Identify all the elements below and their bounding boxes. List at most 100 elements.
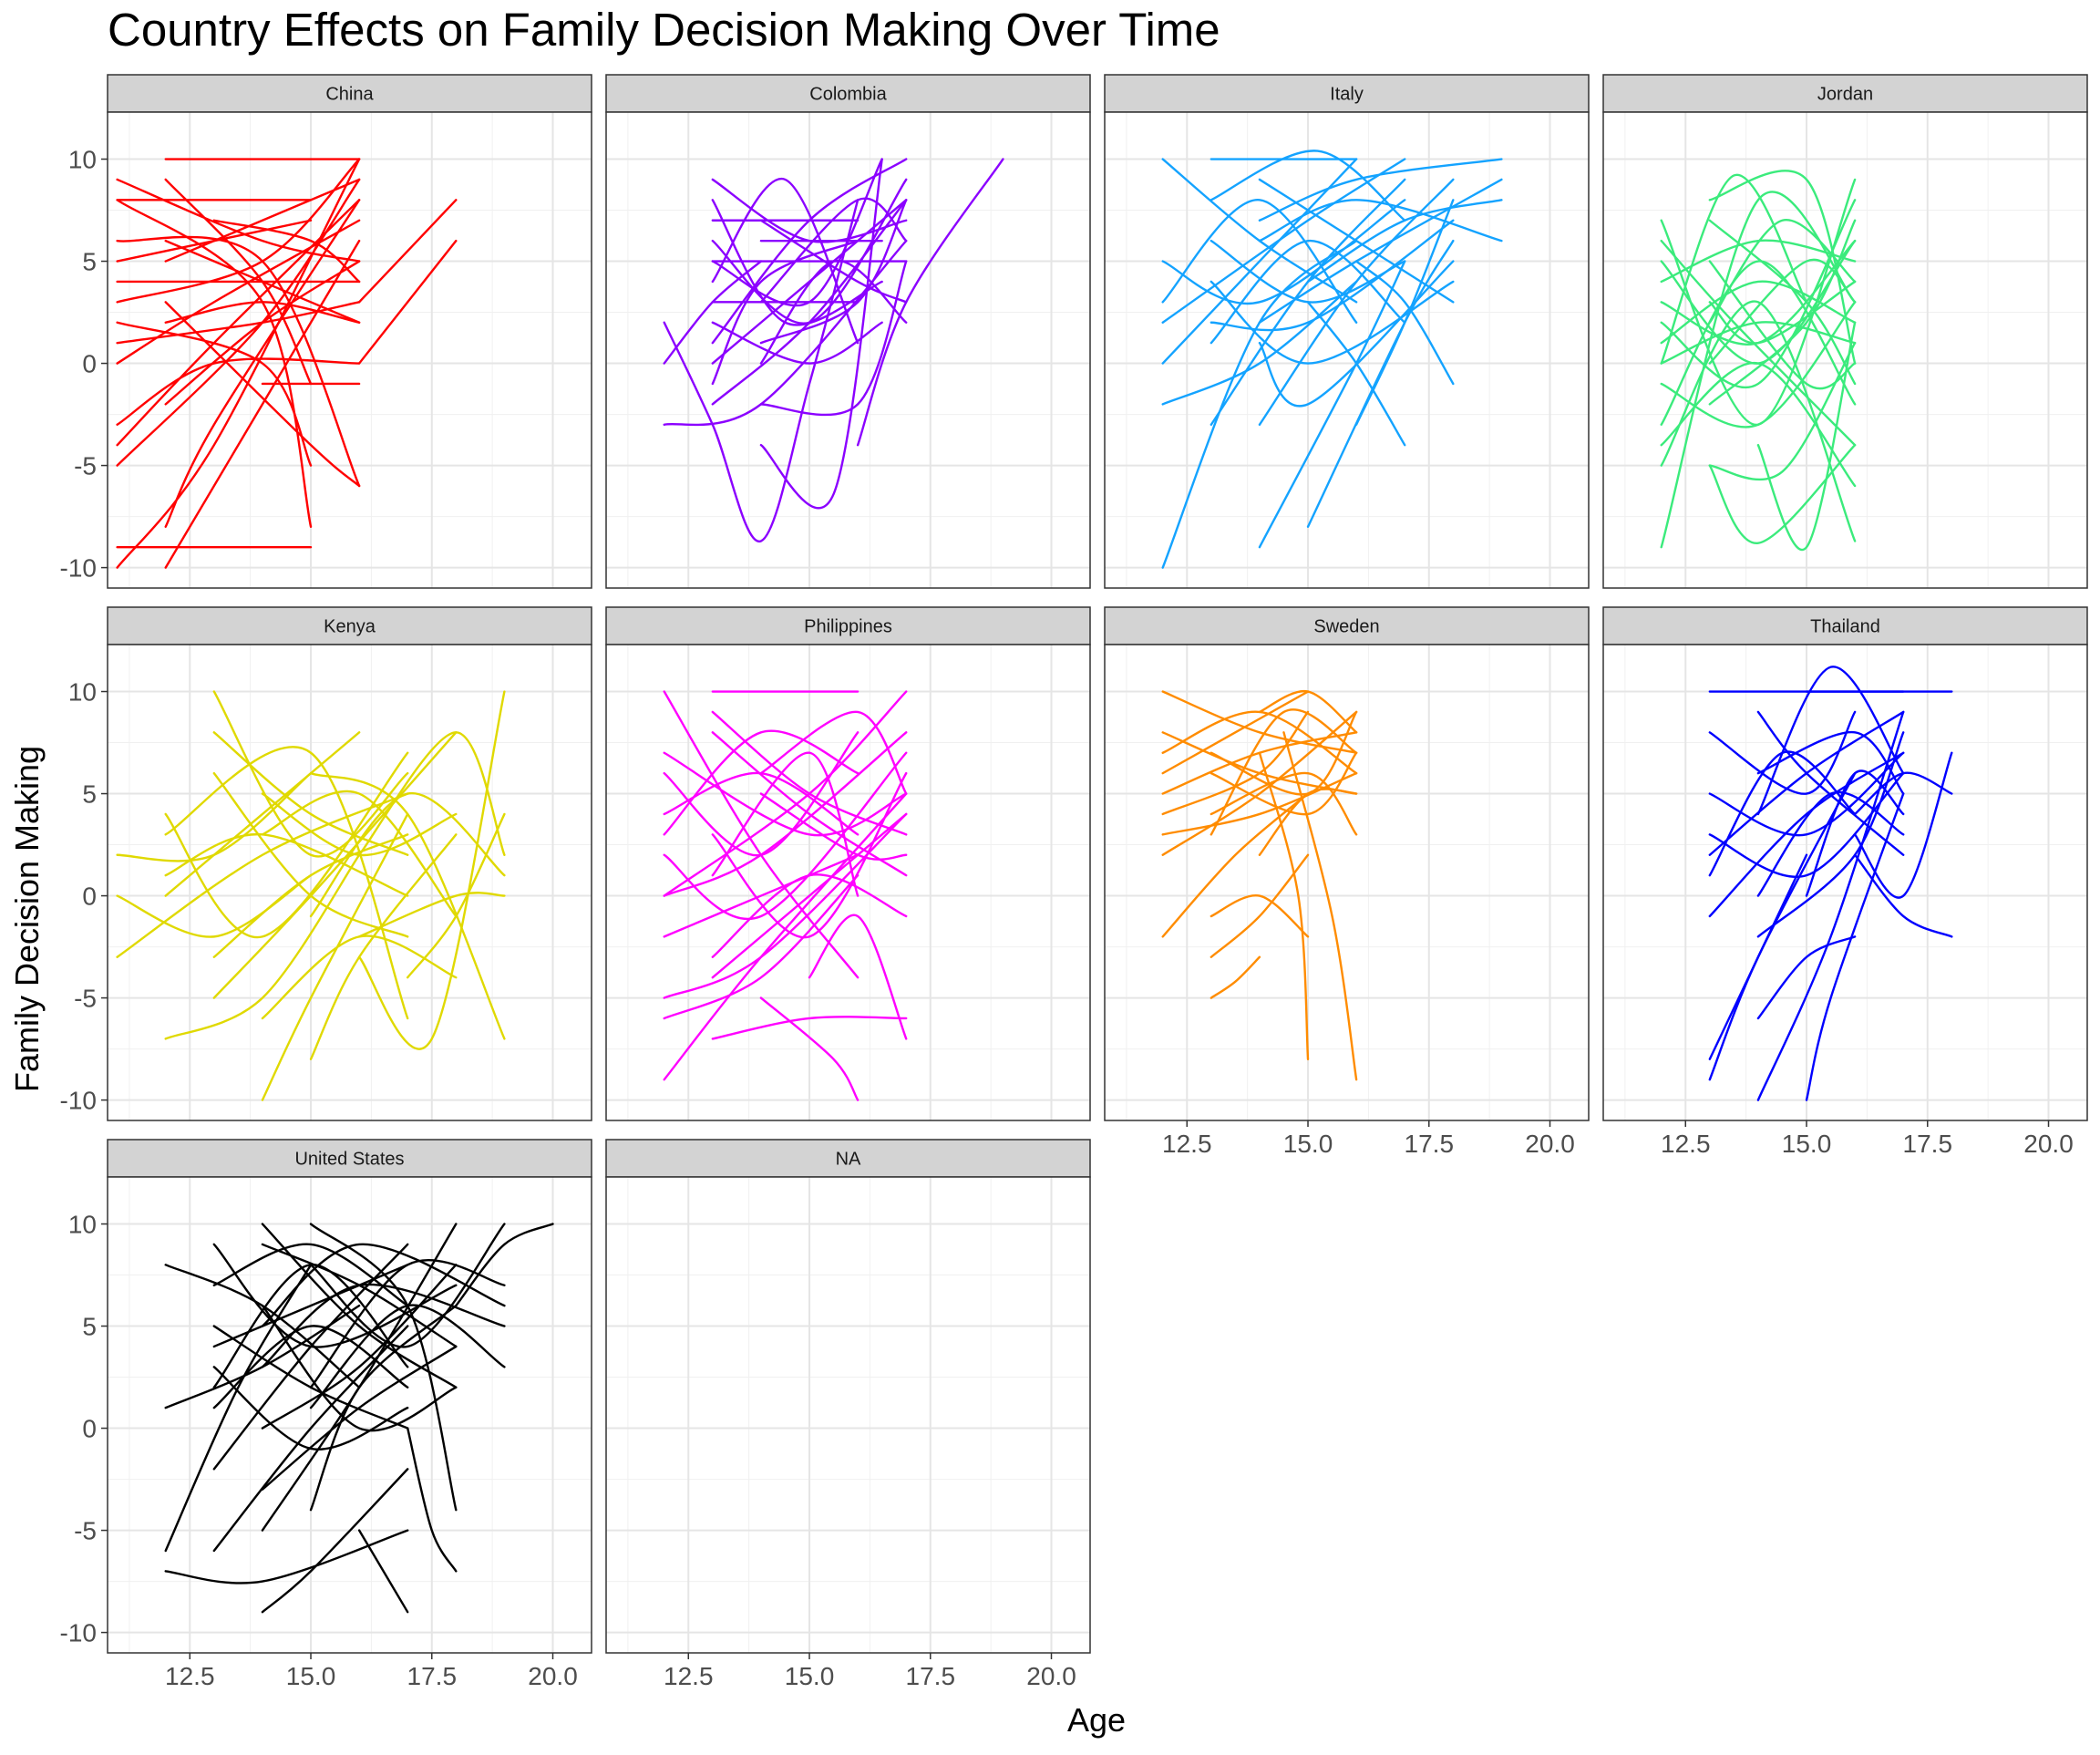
x-tick-label: 12.5 [1162,1130,1212,1158]
series-line [261,1243,506,1327]
panel-border [1602,644,2088,1121]
series-line [711,158,908,345]
series-line [711,731,908,877]
y-tick-label: 0 [82,883,97,911]
series-line [711,178,908,325]
series-line [1161,710,1310,816]
series-line [711,178,860,345]
facet-kenya: Kenya -10 -5 0 5 10 [60,606,592,1121]
facet-strip [605,74,1091,113]
series-line [1708,771,1905,878]
series-line [164,178,361,263]
series-line [1210,751,1358,816]
series-line [1660,301,1857,428]
series-line [711,321,883,365]
series-line [1258,788,1358,856]
series-line [1258,260,1406,549]
x-axis-label: Age [1067,1701,1126,1739]
y-tick-label: 5 [82,1313,97,1341]
y-axis-label: Family Decision Making [8,746,46,1092]
series-line [357,239,458,365]
series-line [1660,239,1857,346]
series-line [357,199,458,304]
series-line [309,1223,506,1348]
series-lines [1161,150,1503,569]
panel-border [107,111,592,589]
series-line [663,812,908,999]
series-line [1258,158,1503,222]
series-line [1258,199,1503,243]
series-line [164,746,409,1020]
series-line [357,892,506,938]
facet-strip-label: Colombia [809,85,887,105]
panel-background [606,1177,1090,1653]
facet-strip-label: Jordan [1817,85,1873,105]
panel-border [1104,111,1590,589]
series-line [663,853,860,938]
series-line [1258,690,1358,734]
series-line [1354,260,1455,386]
series-line [1306,199,1503,284]
series-line [261,1243,458,1348]
series-line [164,731,361,897]
facet-united-states: United States -10 -5 0 5 10 12.5 15.0 17.5 20.0 [60,1139,592,1690]
series-line [261,1468,409,1614]
series-line [1660,362,1857,488]
facet-strip-label: Sweden [1313,617,1379,637]
x-tick-label: 12.5 [1661,1130,1711,1158]
facet-sweden: Sweden 12.5 15.0 17.5 20.0 [1104,606,1590,1158]
series-lines [116,158,458,569]
series-line [1708,751,1905,918]
facet-strip [107,606,592,645]
panel-background [1603,112,2087,588]
facet-strip-label: Italy [1330,85,1364,105]
series-line [663,751,908,837]
series-line [357,690,506,1050]
series-line [1210,853,1310,958]
panel-border [605,111,1091,589]
y-tick-label: 0 [82,350,97,378]
facet-na: NA 12.5 15.0 17.5 20.0 [605,1139,1091,1690]
facet-strip [605,1139,1091,1178]
series-line [1210,239,1406,345]
series-line [711,710,908,836]
series-lines [1708,666,1953,1101]
series-lines [1161,690,1358,1081]
series-line [116,357,361,426]
series-line [1708,341,1857,481]
facet-strip-label: Thailand [1810,617,1880,637]
series-line [1161,690,1310,775]
panel-border [107,644,592,1121]
series-line [1708,258,1857,365]
series-line [759,792,908,861]
series-line [1258,178,1455,304]
x-tick-label: 15.0 [286,1662,336,1690]
facet-philippines: Philippines [605,606,1091,1121]
y-tick-label: 10 [68,146,97,174]
x-tick-label: 20.0 [1525,1130,1575,1158]
series-line [1210,219,1455,332]
series-line [759,199,908,345]
series-line [261,812,409,1101]
facet-thailand: Thailand 12.5 15.0 17.5 20.0 [1602,606,2088,1158]
facet-strip [1602,606,2088,645]
series-line [164,301,361,324]
x-tick-label: 15.0 [1782,1130,1832,1158]
series-line [663,873,860,1020]
panel-background [1603,645,2087,1120]
series-line [212,833,409,958]
series-line [116,178,361,263]
series-line [164,1264,313,1553]
facet-strip-label: Philippines [804,617,892,637]
series-line [1161,710,1358,775]
y-tick-label: -10 [60,554,97,583]
series-line [1210,955,1261,999]
series-line [1708,853,1808,1060]
series-line [1161,731,1358,795]
panel-background [108,112,592,588]
series-line [212,1325,409,1553]
series-line [1756,731,1905,795]
series-line [1660,321,1857,365]
series-line [1756,710,1905,856]
series-line [759,260,908,417]
